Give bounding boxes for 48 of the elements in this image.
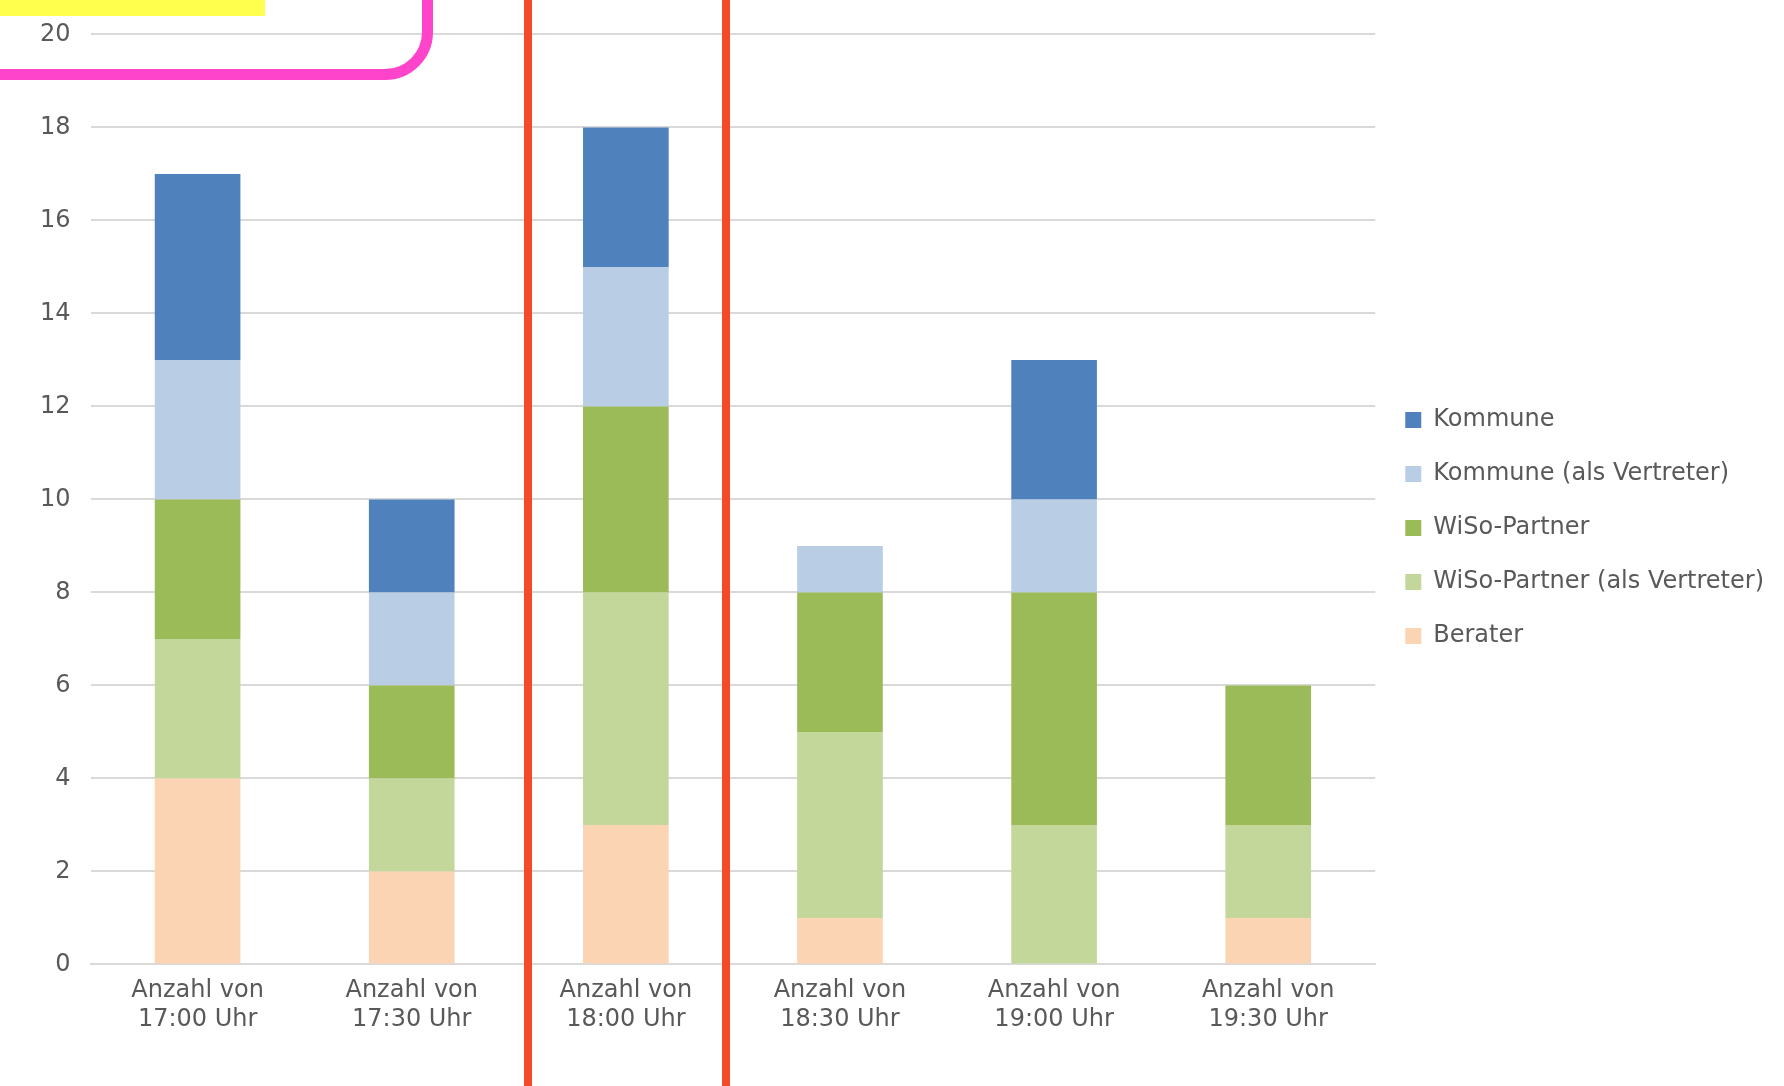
bar bbox=[154, 778, 241, 964]
y-tick-label: 6 bbox=[55, 669, 71, 698]
y-tick-label: 18 bbox=[39, 111, 71, 140]
bar bbox=[583, 824, 669, 964]
y-tick-label: 12 bbox=[39, 390, 71, 419]
y-tick-label: 2 bbox=[55, 855, 71, 884]
y-tick-label: 4 bbox=[55, 762, 71, 791]
bar bbox=[154, 359, 241, 500]
legend-label: Berater bbox=[1433, 620, 1524, 649]
x-tick-label: Anzahl von 19:00 Uhr bbox=[987, 975, 1121, 1032]
bar bbox=[154, 638, 241, 779]
bar bbox=[368, 592, 455, 686]
y-tick-label: 14 bbox=[39, 297, 71, 326]
bar bbox=[1011, 592, 1097, 825]
bar bbox=[797, 545, 883, 593]
y-tick-label: 20 bbox=[39, 18, 71, 47]
bar bbox=[583, 266, 669, 407]
bar bbox=[1225, 824, 1312, 918]
y-tick-label: 10 bbox=[39, 483, 71, 512]
bar bbox=[797, 592, 883, 732]
x-tick-label: Anzahl von 17:00 Uhr bbox=[131, 975, 264, 1032]
bar bbox=[797, 731, 883, 918]
bar bbox=[368, 871, 455, 964]
y-tick-label: 8 bbox=[55, 576, 71, 605]
bar bbox=[583, 406, 669, 593]
bar bbox=[1011, 824, 1097, 964]
bar bbox=[154, 499, 241, 639]
y-tick-label: 16 bbox=[39, 204, 71, 233]
legend-label: WiSo-Partner bbox=[1433, 512, 1590, 541]
bar bbox=[583, 592, 669, 825]
legend-label: Kommune (als Vertreter) bbox=[1433, 458, 1730, 487]
legend-label: Kommune bbox=[1433, 404, 1555, 433]
bar bbox=[368, 685, 455, 779]
bar bbox=[1011, 359, 1097, 500]
x-tick-label: Anzahl von 18:30 Uhr bbox=[773, 975, 907, 1032]
y-tick-label: 0 bbox=[55, 948, 71, 977]
bar bbox=[1011, 499, 1097, 593]
legend-label: WiSo-Partner (als Vertreter) bbox=[1433, 566, 1765, 595]
bar bbox=[368, 499, 455, 593]
bar bbox=[797, 917, 883, 964]
bar bbox=[368, 778, 455, 872]
x-tick-label: Anzahl von 18:00 Uhr bbox=[559, 975, 693, 1032]
bar bbox=[583, 127, 669, 267]
bar bbox=[1225, 685, 1312, 825]
bar bbox=[154, 173, 241, 360]
x-tick-label: Anzahl von 17:30 Uhr bbox=[345, 975, 478, 1032]
x-tick-label: Anzahl von 19:30 Uhr bbox=[1201, 975, 1335, 1032]
bar bbox=[1225, 917, 1312, 964]
